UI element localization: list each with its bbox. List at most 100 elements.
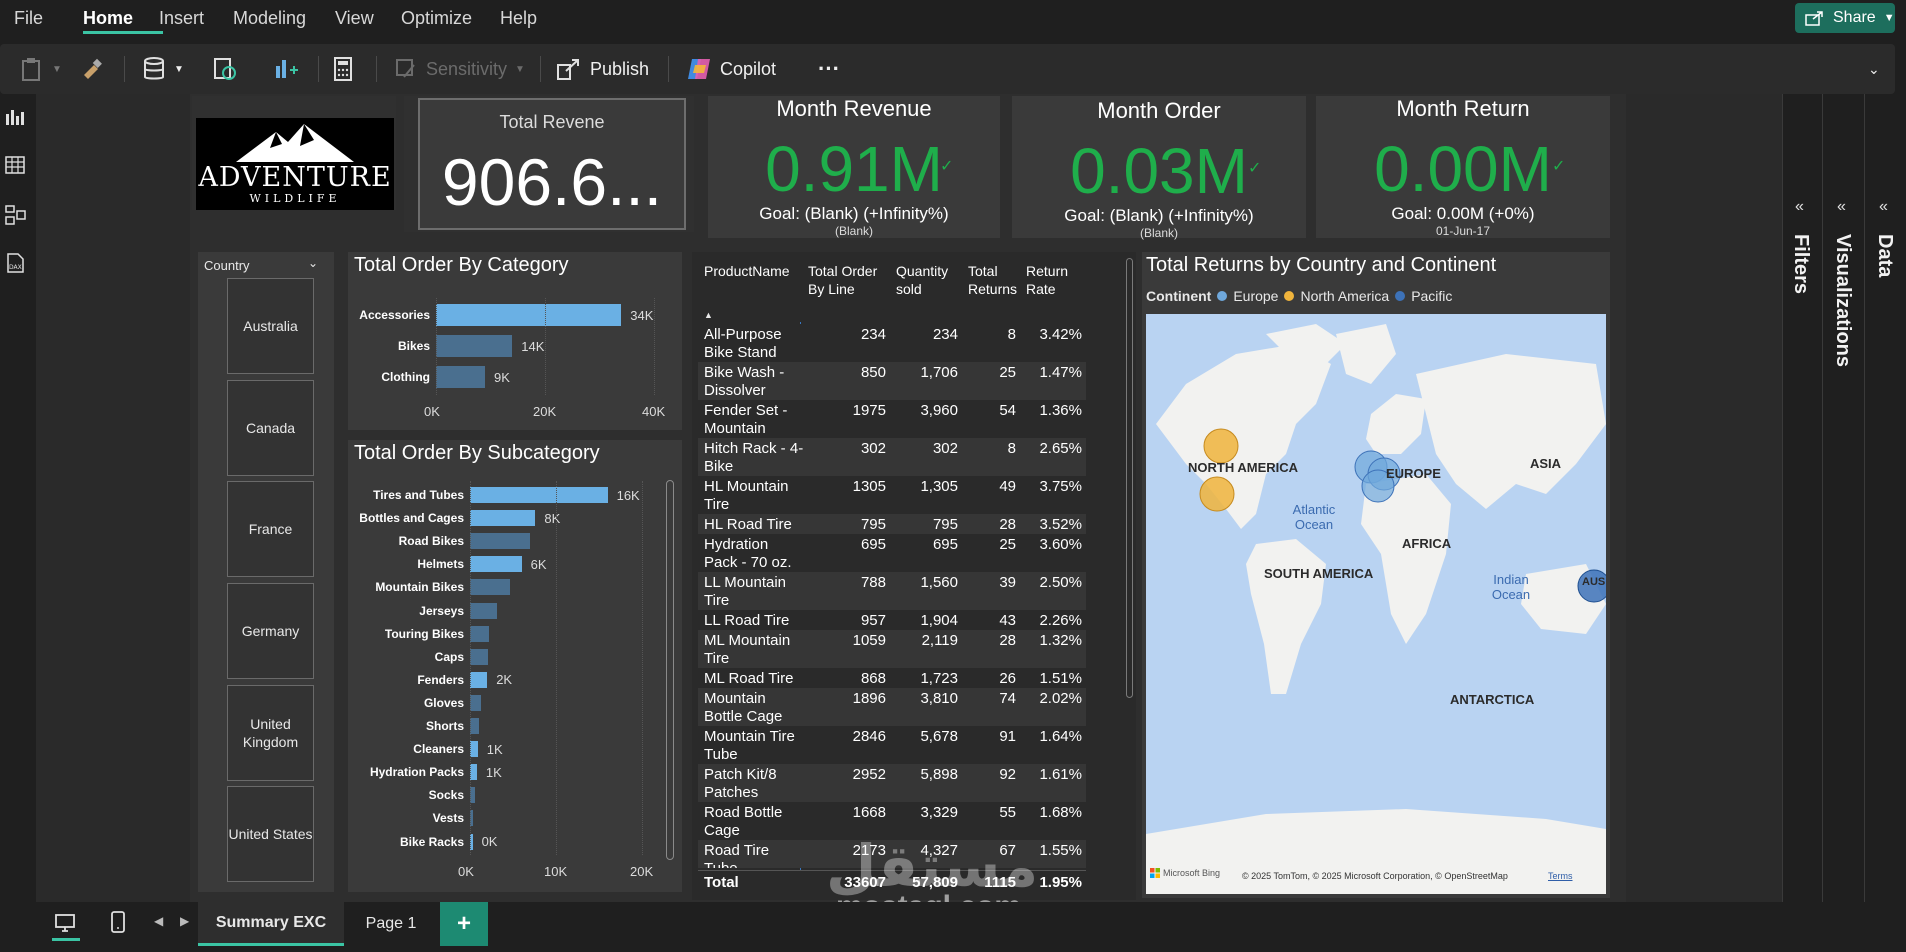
table-row[interactable] xyxy=(698,668,1086,688)
copilot-button[interactable]: Copilot xyxy=(686,44,776,94)
map-terms-link[interactable]: Terms xyxy=(1548,871,1573,881)
slicer-item-canada[interactable]: Canada xyxy=(227,380,314,476)
table-row[interactable] xyxy=(698,610,1086,630)
product-name-cell: ML Mountain Tire xyxy=(704,632,791,667)
sensitivity-button[interactable]: Sensitivity ▼ xyxy=(394,44,525,94)
bar-road-bikes[interactable] xyxy=(470,533,531,550)
legend-pacific[interactable]: Pacific xyxy=(1411,288,1453,304)
bar-fenders[interactable] xyxy=(470,671,488,688)
sort-ascending-icon[interactable]: ▲ xyxy=(704,310,713,320)
visualizations-pane-title[interactable]: Visualizations xyxy=(1832,234,1854,368)
bar-bottles-and-cages[interactable] xyxy=(470,510,536,527)
table-row[interactable] xyxy=(698,840,1086,868)
share-button[interactable]: Share ▼ xyxy=(1795,3,1895,33)
bubble-canada[interactable] xyxy=(1203,428,1239,464)
bar-tires-and-tubes[interactable] xyxy=(470,487,608,503)
data-pane-title[interactable]: Data xyxy=(1874,234,1896,278)
previous-page-icon[interactable]: ◀ xyxy=(154,914,164,928)
table-row[interactable] xyxy=(698,514,1086,534)
value-cell: 2846 xyxy=(852,728,886,745)
menu-home[interactable]: Home xyxy=(83,8,134,28)
model-view-icon[interactable] xyxy=(4,204,26,226)
bar-mountain-bikes[interactable] xyxy=(470,579,511,596)
add-page-button[interactable]: + xyxy=(440,902,488,946)
menu-help[interactable]: Help xyxy=(500,8,538,28)
bar-clothing[interactable] xyxy=(436,366,486,388)
table-row[interactable] xyxy=(698,438,1086,476)
table-row[interactable] xyxy=(698,362,1086,400)
paste-button[interactable]: ▼ xyxy=(20,44,62,94)
table-row[interactable] xyxy=(698,726,1086,764)
bar-gloves[interactable] xyxy=(470,694,482,711)
menu-modeling[interactable]: Modeling xyxy=(233,8,307,28)
legend-north-america[interactable]: North America xyxy=(1300,288,1390,304)
column-header-return-rate[interactable]: Return Rate xyxy=(1026,263,1069,297)
format-painter-button[interactable] xyxy=(80,44,104,94)
menu-view[interactable]: View xyxy=(335,8,374,28)
bar-cleaners[interactable] xyxy=(470,741,478,758)
table-row[interactable] xyxy=(698,324,1086,362)
slicer-item-france[interactable]: France xyxy=(227,481,314,577)
chevron-left-icon[interactable]: « xyxy=(1879,198,1888,215)
collapse-ribbon-icon[interactable]: ⌄ xyxy=(1868,60,1880,77)
publish-button[interactable]: Publish xyxy=(556,44,649,94)
column-header-total-order-by-line[interactable]: Total Order By Line xyxy=(808,263,878,297)
filters-pane-title[interactable]: Filters xyxy=(1790,234,1812,295)
table-row[interactable] xyxy=(698,802,1086,840)
slicer-item-united-states[interactable]: United States xyxy=(227,786,314,882)
map-canvas[interactable]: NORTH AMERICA EUROPE ASIA AFRICA SOUTH A… xyxy=(1146,314,1606,894)
new-visual-button[interactable] xyxy=(272,44,298,94)
slicer-item-united-kingdom[interactable]: United Kingdom xyxy=(227,685,314,781)
value-cell: 3,810 xyxy=(920,690,958,707)
report-view-icon[interactable] xyxy=(4,106,26,128)
desktop-layout-icon[interactable] xyxy=(54,912,76,934)
table-row[interactable] xyxy=(698,400,1086,438)
bar-helmets[interactable] xyxy=(470,556,522,573)
bar-shorts[interactable] xyxy=(470,718,479,734)
more-options-button[interactable]: ··· xyxy=(818,56,840,81)
bar-touring-bikes[interactable] xyxy=(470,625,489,642)
table-row[interactable] xyxy=(698,476,1086,514)
table-row[interactable] xyxy=(698,630,1086,668)
slicer-item-australia[interactable]: Australia xyxy=(227,278,314,374)
column-header-total-returns[interactable]: Total Returns xyxy=(968,263,1018,297)
scrollbar[interactable] xyxy=(666,480,674,860)
mobile-layout-icon[interactable] xyxy=(110,910,126,934)
chevron-down-icon[interactable]: ⌄ xyxy=(308,256,319,270)
refresh-button[interactable] xyxy=(212,44,238,94)
bar-vests[interactable] xyxy=(470,810,474,827)
chevron-left-icon[interactable]: « xyxy=(1795,198,1804,215)
bubble-united-states[interactable] xyxy=(1199,476,1235,512)
bar-caps[interactable] xyxy=(470,648,489,665)
tab-page-1[interactable]: Page 1 xyxy=(365,915,417,932)
legend-europe[interactable]: Europe xyxy=(1233,288,1279,304)
dax-query-icon[interactable]: DAX xyxy=(4,252,26,274)
calculator-button[interactable] xyxy=(332,44,354,94)
table-scrollbar[interactable] xyxy=(1126,258,1133,698)
column-header-productname[interactable]: ProductName xyxy=(704,263,790,279)
chevron-left-icon[interactable]: « xyxy=(1837,198,1846,215)
bar-socks[interactable] xyxy=(470,787,476,804)
table-row[interactable] xyxy=(698,534,1086,572)
menu-file[interactable]: File xyxy=(14,8,44,28)
x-tick-label: 20K xyxy=(533,404,557,419)
next-page-icon[interactable]: ▶ xyxy=(180,914,190,928)
bubble-france[interactable] xyxy=(1361,469,1395,503)
tab-summary-exc[interactable]: Summary EXC xyxy=(198,902,344,946)
table-view-icon[interactable] xyxy=(4,154,26,176)
bar-bikes[interactable] xyxy=(436,335,513,357)
bubble-australia[interactable] xyxy=(1577,569,1606,603)
bar-hydration-packs[interactable] xyxy=(470,764,477,781)
menu-insert[interactable]: Insert xyxy=(159,8,205,28)
menu-optimize[interactable]: Optimize xyxy=(401,8,473,28)
bar-jerseys[interactable] xyxy=(470,602,497,619)
table-row[interactable] xyxy=(698,572,1086,610)
value-cell: 1975 xyxy=(852,402,886,419)
get-data-button[interactable]: ▼ xyxy=(142,44,184,94)
bar-bike-racks[interactable] xyxy=(470,833,473,850)
slicer-item-germany[interactable]: Germany xyxy=(227,583,314,679)
table-row[interactable] xyxy=(698,688,1086,726)
bar-accessories[interactable] xyxy=(436,304,622,326)
column-header-quantity-sold[interactable]: Quantity sold xyxy=(896,263,949,297)
table-row[interactable] xyxy=(698,764,1086,802)
